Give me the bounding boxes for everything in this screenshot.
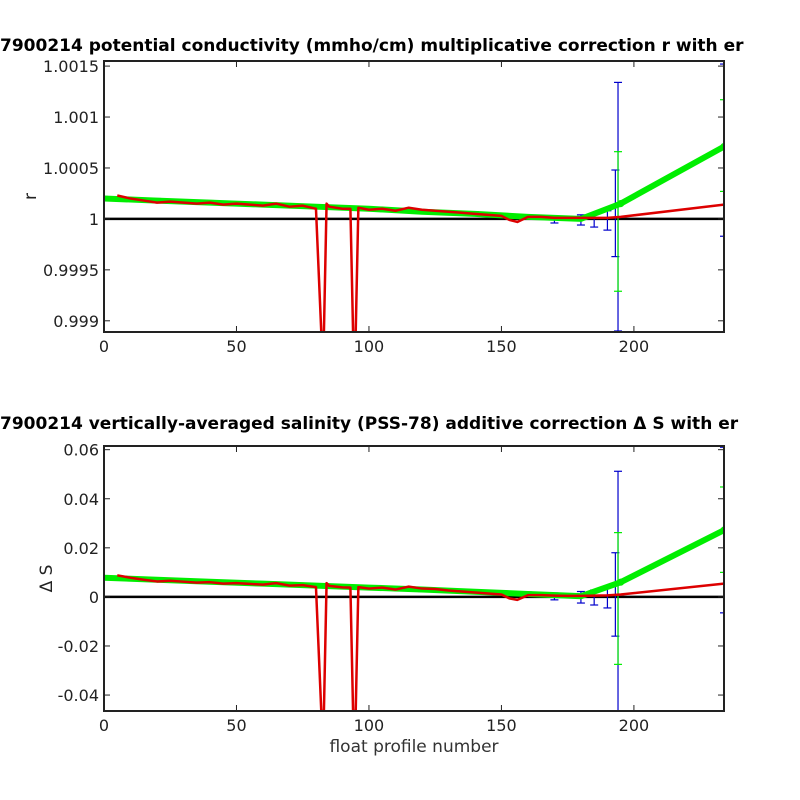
x-tick-label: 150 xyxy=(486,337,517,356)
x-tick-label: 50 xyxy=(226,716,246,735)
y-tick-label: -0.02 xyxy=(58,637,99,656)
salinity-correction-plot: 0 50 100 150 200 -0.04 -0.02 0 0.02 0.04 0.06 Δ S fl… xyxy=(37,441,725,757)
y-tick-label: 1 xyxy=(89,210,99,229)
y-tick-label: -0.04 xyxy=(58,686,99,705)
x-tick-label: 100 xyxy=(354,716,385,735)
fit-point xyxy=(617,578,625,586)
y-tick-label: 0.999 xyxy=(53,312,99,331)
y-tick-label: 0.04 xyxy=(63,490,99,509)
x-tick-label: 0 xyxy=(99,716,109,735)
plot-data-group xyxy=(104,446,724,711)
plot-1-title: 7900214 potential conductivity (mmho/cm)… xyxy=(0,36,744,56)
y-tick-label: 0.02 xyxy=(63,539,99,558)
plot-2-title: 7900214 vertically-averaged salinity (PS… xyxy=(0,414,739,434)
fit-point xyxy=(720,142,724,151)
x-tick-label: 200 xyxy=(619,337,650,356)
axes-box xyxy=(103,60,725,333)
x-tick-label: 200 xyxy=(619,716,650,735)
estimate-line xyxy=(117,574,724,711)
y-tick-label: 1.001 xyxy=(53,108,99,127)
y-tick-label: 0.06 xyxy=(63,441,99,460)
y-axis-label: Δ S xyxy=(37,565,57,593)
x-tick-label: 0 xyxy=(99,337,109,356)
x-tick-label: 50 xyxy=(226,337,246,356)
fit-point xyxy=(720,526,724,534)
fit-point xyxy=(617,200,625,208)
x-tick-label: 100 xyxy=(354,337,385,356)
plot-data-group xyxy=(104,63,724,332)
estimate-line xyxy=(116,194,724,332)
y-tick-label: 1.0005 xyxy=(43,159,99,178)
x-tick-label: 150 xyxy=(486,716,517,735)
y-tick-label: 0.9995 xyxy=(43,261,99,280)
y-axis-label: r xyxy=(21,193,41,200)
axes-box xyxy=(103,445,725,712)
y-tick-label: 0 xyxy=(89,588,99,607)
x-axis-label: float profile number xyxy=(329,737,498,757)
conductivity-correction-plot: 0 50 100 150 200 0.999 0.9995 1 1.0005 1.001 1.001… xyxy=(21,57,725,356)
y-tick-label: 1.0015 xyxy=(43,57,99,76)
